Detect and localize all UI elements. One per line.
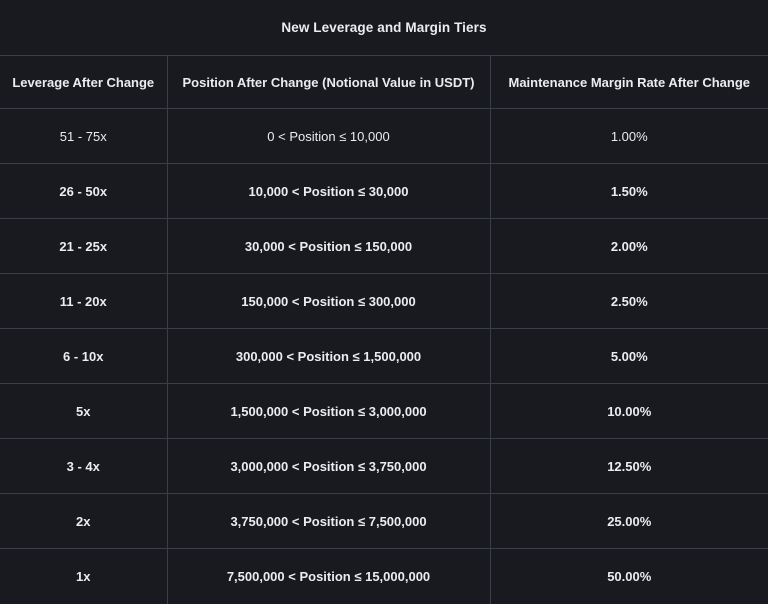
position-cell: 3,000,000 < Position ≤ 3,750,000 — [166, 438, 491, 494]
leverage-cell: 5x — [0, 383, 168, 439]
position-cell: 150,000 < Position ≤ 300,000 — [166, 273, 491, 329]
leverage-cell: 51 - 75x — [0, 108, 168, 164]
title-band: New Leverage and Margin Tiers — [0, 0, 768, 55]
position-cell: 1,500,000 < Position ≤ 3,000,000 — [166, 383, 491, 439]
leverage-cell: 26 - 50x — [0, 163, 168, 219]
position-cell: 3,750,000 < Position ≤ 7,500,000 — [166, 493, 491, 549]
table-row: 11 - 20x 150,000 < Position ≤ 300,000 2.… — [0, 273, 768, 329]
table-row: 3 - 4x 3,000,000 < Position ≤ 3,750,000 … — [0, 438, 768, 494]
position-cell: 0 < Position ≤ 10,000 — [166, 108, 491, 164]
leverage-cell: 2x — [0, 493, 168, 549]
position-cell: 10,000 < Position ≤ 30,000 — [166, 163, 491, 219]
column-header-maintenance-margin-rate: Maintenance Margin Rate After Change — [489, 55, 768, 109]
leverage-cell: 6 - 10x — [0, 328, 168, 384]
leverage-cell: 21 - 25x — [0, 218, 168, 274]
table-row: 26 - 50x 10,000 < Position ≤ 30,000 1.50… — [0, 163, 768, 219]
leverage-cell: 11 - 20x — [0, 273, 168, 329]
mmr-cell: 5.00% — [489, 328, 768, 384]
table-header-row: Leverage After Change Position After Cha… — [0, 55, 768, 109]
mmr-cell: 50.00% — [489, 548, 768, 604]
mmr-cell: 25.00% — [489, 493, 768, 549]
mmr-cell: 10.00% — [489, 383, 768, 439]
mmr-cell: 1.50% — [489, 163, 768, 219]
mmr-cell: 12.50% — [489, 438, 768, 494]
position-cell: 30,000 < Position ≤ 150,000 — [166, 218, 491, 274]
table-row: 1x 7,500,000 < Position ≤ 15,000,000 50.… — [0, 548, 768, 604]
position-cell: 7,500,000 < Position ≤ 15,000,000 — [166, 548, 491, 604]
mmr-cell: 1.00% — [489, 108, 768, 164]
table-row: 21 - 25x 30,000 < Position ≤ 150,000 2.0… — [0, 218, 768, 274]
mmr-cell: 2.00% — [489, 218, 768, 274]
mmr-cell: 2.50% — [489, 273, 768, 329]
leverage-cell: 1x — [0, 548, 168, 604]
leverage-margin-tiers-table: Leverage After Change Position After Cha… — [0, 55, 768, 604]
table-row: 2x 3,750,000 < Position ≤ 7,500,000 25.0… — [0, 493, 768, 549]
position-cell: 300,000 < Position ≤ 1,500,000 — [166, 328, 491, 384]
table-row: 5x 1,500,000 < Position ≤ 3,000,000 10.0… — [0, 383, 768, 439]
table-row: 51 - 75x 0 < Position ≤ 10,000 1.00% — [0, 108, 768, 164]
column-header-position: Position After Change (Notional Value in… — [166, 55, 491, 109]
table-row: 6 - 10x 300,000 < Position ≤ 1,500,000 5… — [0, 328, 768, 384]
leverage-cell: 3 - 4x — [0, 438, 168, 494]
page-title: New Leverage and Margin Tiers — [281, 20, 487, 35]
column-header-leverage: Leverage After Change — [0, 55, 168, 109]
